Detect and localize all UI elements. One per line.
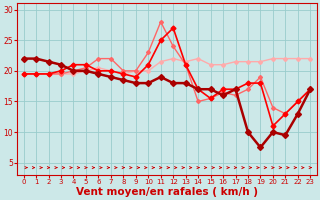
X-axis label: Vent moyen/en rafales ( km/h ): Vent moyen/en rafales ( km/h ) <box>76 187 258 197</box>
